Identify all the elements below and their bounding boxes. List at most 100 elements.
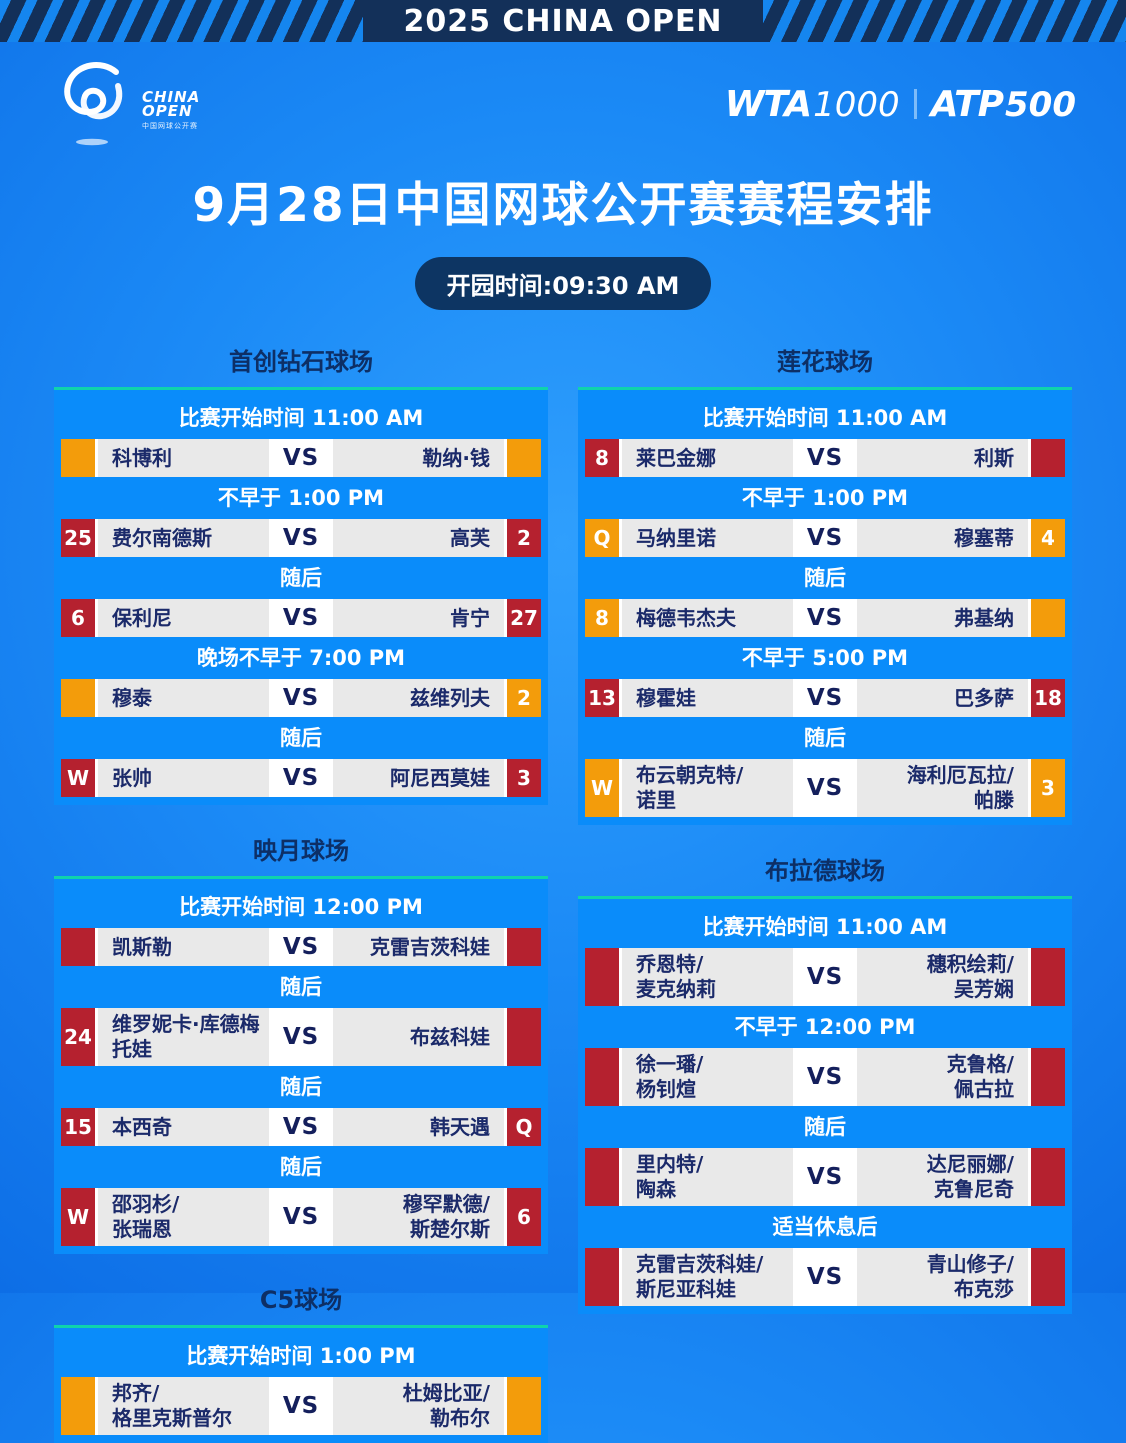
match-row: 克雷吉茨科娃/ 斯尼亚科娃 VS 青山修子/ 布克莎 xyxy=(585,1248,1065,1306)
session-time-label: 不早于 1:00 PM xyxy=(741,486,909,510)
court-schedule-panel: 比赛开始时间 11:00 AM 乔恩特/ 麦克纳莉 VS 穗积绘莉/ 吴芳娴 不早于 1… xyxy=(578,899,1072,1314)
courts-grid: 首创钻石球场 比赛开始时间 11:00 AM 科博利 VS 勒纳·钱 不早于 1:00 P… xyxy=(0,310,1126,1443)
player-name-right: 海利厄瓦拉/ 帕滕 xyxy=(857,759,1028,817)
seed-badge-right: 2 xyxy=(504,679,541,717)
china-open-logo-text: CHINA OPEN 中国网球公开赛 xyxy=(142,89,200,130)
vs-label: VS xyxy=(269,519,333,557)
seed-badge-left: 8 xyxy=(585,439,622,477)
session-time-label: 随后 xyxy=(804,566,846,590)
banner-stripes-left xyxy=(0,0,363,42)
court-schedule-panel: 比赛开始时间 12:00 PM 凯斯勒 VS 克雷吉茨科娃 随后 24 维罗妮卡·库德梅托娃… xyxy=(54,879,548,1254)
china-open-logo: CHINA OPEN 中国网球公开赛 xyxy=(50,56,200,152)
match-row: 里内特/ 陶森 VS 达尼丽娜/ 克鲁尼奇 xyxy=(585,1148,1065,1206)
player-name-right: 青山修子/ 布克莎 xyxy=(857,1248,1028,1306)
vs-label: VS xyxy=(269,1108,333,1146)
match-row: 13 穆霍娃 VS 巴多萨 18 xyxy=(585,679,1065,717)
vs-label: VS xyxy=(793,759,857,817)
session-time-label: 不早于 5:00 PM xyxy=(741,646,909,670)
seed-badge-left: W xyxy=(585,759,622,817)
vs-label: VS xyxy=(269,759,333,797)
seed-badge-right: Q xyxy=(504,1108,541,1146)
seed-badge-right: 18 xyxy=(1028,679,1065,717)
session-time-label: 随后 xyxy=(804,1115,846,1139)
session-time-label: 比赛开始时间 12:00 PM xyxy=(179,895,423,919)
match-row: 徐一璠/ 杨钊煊 VS 克鲁格/ 佩古拉 xyxy=(585,1048,1065,1106)
player-name-left: 马纳里诺 xyxy=(622,519,793,557)
seed-badge-left xyxy=(61,1377,98,1435)
courts-column-right: 莲花球场 比赛开始时间 11:00 AM 8 莱巴金娜 VS 利斯 不早于 1:00 PM Q… xyxy=(578,338,1072,1443)
seed-badge-right: 3 xyxy=(504,759,541,797)
seed-badge-right: 2 xyxy=(504,519,541,557)
banner-stripes-right xyxy=(763,0,1126,42)
match-row: 穆泰 VS 兹维列夫 2 xyxy=(61,679,541,717)
seed-badge-right xyxy=(504,1008,541,1066)
player-name-right: 布兹科娃 xyxy=(333,1008,504,1066)
court-divider xyxy=(54,387,548,390)
seed-badge-left: 13 xyxy=(585,679,622,717)
player-name-left: 穆泰 xyxy=(98,679,269,717)
match-row: 乔恩特/ 麦克纳莉 VS 穗积绘莉/ 吴芳娴 xyxy=(585,948,1065,1006)
seed-badge-right xyxy=(1028,1148,1065,1206)
vs-label: VS xyxy=(793,1148,857,1206)
court-schedule-panel: 比赛开始时间 1:00 PM 邦齐/ 格里克斯普尔 VS 杜姆比亚/ 勒布尔 xyxy=(54,1328,548,1443)
court-title: 映月球场 xyxy=(253,837,349,865)
seed-badge-left: W xyxy=(61,759,98,797)
vs-label: VS xyxy=(793,519,857,557)
vs-label: VS xyxy=(793,1048,857,1106)
vs-label: VS xyxy=(269,1377,333,1435)
vs-label: VS xyxy=(793,439,857,477)
match-row: 24 维罗妮卡·库德梅托娃 VS 布兹科娃 xyxy=(61,1008,541,1066)
player-name-right: 穗积绘莉/ 吴芳娴 xyxy=(857,948,1028,1006)
seed-badge-left xyxy=(585,1148,622,1206)
seed-badge-left xyxy=(61,928,98,966)
vs-label: VS xyxy=(269,599,333,637)
player-name-right: 杜姆比亚/ 勒布尔 xyxy=(333,1377,504,1435)
session-time-label: 晚场不早于 7:00 PM xyxy=(196,646,406,670)
match-row: 凯斯勒 VS 克雷吉茨科娃 xyxy=(61,928,541,966)
player-name-right: 利斯 xyxy=(857,439,1028,477)
vs-label: VS xyxy=(269,1008,333,1066)
player-name-left: 维罗妮卡·库德梅托娃 xyxy=(98,1008,269,1066)
vs-label: VS xyxy=(793,599,857,637)
player-name-right: 克雷吉茨科娃 xyxy=(333,928,504,966)
player-name-left: 本西奇 xyxy=(98,1108,269,1146)
vs-label: VS xyxy=(269,1188,333,1246)
court-section: 首创钻石球场 比赛开始时间 11:00 AM 科博利 VS 勒纳·钱 不早于 1:00 P… xyxy=(54,338,548,805)
seed-badge-left xyxy=(61,439,98,477)
player-name-left: 凯斯勒 xyxy=(98,928,269,966)
atp-wordmark: ATP xyxy=(930,83,1004,125)
session-time-label: 随后 xyxy=(804,726,846,750)
seed-badge-right: 3 xyxy=(1028,759,1065,817)
court-section: 映月球场 比赛开始时间 12:00 PM 凯斯勒 VS 克雷吉茨科娃 随后 24 维罗妮卡·库… xyxy=(54,827,548,1254)
atp-level: 500 xyxy=(1005,84,1076,125)
seed-badge-left: 6 xyxy=(61,599,98,637)
match-row: 8 梅德韦杰夫 VS 弗基纳 xyxy=(585,599,1065,637)
court-divider xyxy=(578,387,1072,390)
court-title: C5球场 xyxy=(259,1286,343,1314)
session-time-label: 随后 xyxy=(280,566,322,590)
court-section: 莲花球场 比赛开始时间 11:00 AM 8 莱巴金娜 VS 利斯 不早于 1:00 PM Q… xyxy=(578,338,1072,825)
player-name-right: 勒纳·钱 xyxy=(333,439,504,477)
player-name-left: 莱巴金娜 xyxy=(622,439,793,477)
page-title: 9月28日中国网球公开赛赛程安排 xyxy=(192,178,934,233)
court-schedule-panel: 比赛开始时间 11:00 AM 科博利 VS 勒纳·钱 不早于 1:00 PM 25 费尔南… xyxy=(54,390,548,805)
court-section: C5球场比赛开始时间 1:00 PM 邦齐/ 格里克斯普尔 VS 杜姆比亚/ 勒布尔 xyxy=(54,1276,548,1443)
player-name-left: 保利尼 xyxy=(98,599,269,637)
courts-column-left: 首创钻石球场 比赛开始时间 11:00 AM 科博利 VS 勒纳·钱 不早于 1:00 P… xyxy=(54,338,548,1443)
logo-subtitle: 中国网球公开赛 xyxy=(142,121,198,130)
vs-label: VS xyxy=(269,439,333,477)
seed-badge-left xyxy=(585,1048,622,1106)
session-time-label: 比赛开始时间 11:00 AM xyxy=(178,406,424,430)
seed-badge-left xyxy=(61,679,98,717)
player-name-left: 徐一璠/ 杨钊煊 xyxy=(622,1048,793,1106)
court-divider xyxy=(54,876,548,879)
match-row: 15 本西奇 VS 韩天遇 Q xyxy=(61,1108,541,1146)
banner-title: 2025 CHINA OPEN xyxy=(363,0,763,42)
session-time-label: 随后 xyxy=(280,1075,322,1099)
vs-label: VS xyxy=(269,679,333,717)
session-time-label: 比赛开始时间 1:00 PM xyxy=(186,1344,416,1368)
court-schedule-panel: 比赛开始时间 11:00 AM 8 莱巴金娜 VS 利斯 不早于 1:00 PM Q 马纳里诺… xyxy=(578,390,1072,825)
seed-badge-right: 27 xyxy=(504,599,541,637)
seed-badge-right xyxy=(1028,599,1065,637)
court-title: 布拉德球场 xyxy=(765,857,885,885)
